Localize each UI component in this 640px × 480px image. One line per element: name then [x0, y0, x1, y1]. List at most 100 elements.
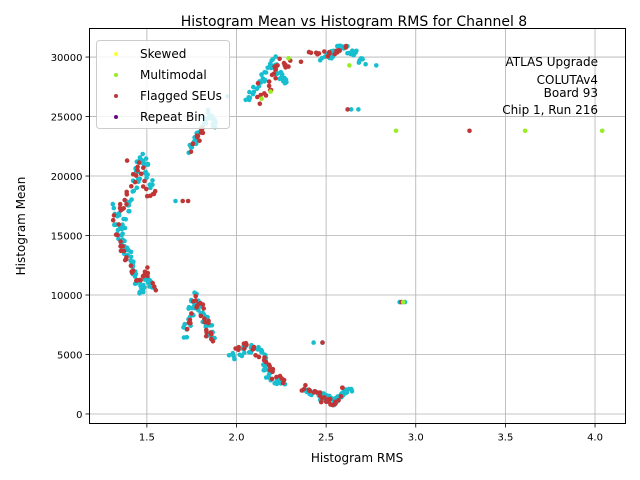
data-point [351, 51, 357, 57]
legend-label-flagged-seus: Flagged SEUs [140, 89, 222, 103]
flagged-seu-point [280, 380, 286, 386]
flagged-seu-point [120, 244, 125, 249]
data-point [374, 63, 379, 68]
flagged-seu-point [270, 369, 275, 375]
flagged-seu-point [124, 202, 129, 207]
flagged-seu-point [273, 75, 278, 81]
data-point [173, 198, 178, 204]
grid-lines [89, 28, 626, 424]
flagged-seu-point [336, 397, 341, 403]
data-point [226, 353, 232, 358]
flagged-seu-point [271, 71, 277, 76]
data-point [344, 390, 350, 395]
flagged-seu-point [141, 165, 146, 170]
data-point [116, 212, 122, 218]
data-point [348, 386, 354, 392]
legend: Skewed Multimodal Flagged SEUs Repeat Bi… [96, 40, 230, 129]
data-point [356, 107, 361, 112]
data-point [184, 334, 190, 340]
flagged-seu-point [209, 336, 214, 342]
data-point [242, 350, 247, 356]
data-point [354, 48, 359, 54]
data-point [111, 205, 117, 211]
data-point [142, 285, 147, 290]
data-point [112, 222, 118, 227]
data-point [127, 208, 132, 214]
flagged-seu-point [256, 354, 262, 360]
flagged-seu-point [320, 340, 325, 345]
flagged-seu-point [274, 374, 279, 380]
flagged-seu-point [338, 394, 344, 399]
flagged-seu-point [195, 133, 201, 139]
flagged-seu-point [286, 64, 291, 69]
flagged-seu-point [467, 128, 472, 134]
data-point [110, 201, 116, 207]
flagged-seu-point [266, 83, 272, 89]
data-point [266, 371, 272, 377]
data-point [182, 321, 187, 327]
data-point [232, 356, 237, 362]
x-tick-label: 4.0 [587, 433, 603, 444]
y-tick-label: 30000 [51, 53, 83, 64]
data-point [259, 349, 264, 355]
flagged-seu-point [250, 347, 255, 352]
data-point [140, 151, 145, 157]
flagged-seu-point [137, 277, 142, 283]
data-point [360, 57, 365, 62]
data-point [260, 76, 266, 81]
flagged-seu-point [254, 94, 260, 100]
flagged-seu-point [145, 273, 150, 279]
flagged-seu-point [135, 168, 140, 173]
flagged-seu-point [298, 59, 304, 65]
flagged-seu-point [267, 363, 273, 369]
data-point [268, 61, 273, 66]
data-point [209, 323, 215, 328]
data-point [144, 175, 149, 180]
x-axis-label: Histogram RMS [311, 451, 403, 465]
data-point [311, 340, 316, 345]
flagged-seu-point [303, 383, 308, 388]
x-tick-label: 3.0 [408, 433, 424, 444]
flagged-seu-point [244, 342, 249, 348]
flagged-seu-point [115, 232, 120, 238]
flagged-seu-point [132, 179, 138, 185]
legend-marker-multimodal [114, 73, 118, 77]
flagged-seu-point [318, 399, 324, 405]
legend-marker-flagged-seus [114, 94, 118, 98]
flagged-seu-point [138, 171, 144, 177]
data-point [243, 97, 248, 103]
legend-label-repeat-bin: Repeat Bin [140, 110, 205, 124]
data-point [282, 80, 288, 86]
data-point [150, 178, 155, 183]
y-tick-label: 20000 [51, 172, 83, 183]
flagged-seu-point [255, 80, 261, 86]
flagged-seu-point [151, 191, 157, 197]
data-point [247, 89, 252, 95]
flagged-seu-point [197, 138, 202, 144]
flagged-seu-point [202, 319, 208, 325]
flagged-seu-point [185, 198, 191, 204]
flagged-seu-point [236, 344, 241, 350]
flagged-seu-point [316, 51, 322, 56]
flagged-seu-point [308, 50, 314, 56]
data-point [121, 216, 126, 222]
axis-ticks: 1.5 2.0 2.5 3.0 3.5 4.0 0 5000 10000 15000 20000 25… [51, 53, 603, 443]
data-point [363, 61, 368, 67]
flagged-seu-point [242, 346, 247, 351]
data-point [263, 70, 269, 75]
annotation-line-3: Board 93 [544, 86, 598, 100]
data-point [120, 222, 125, 227]
flagged-seu-point [110, 217, 116, 223]
y-tick-label: 5000 [57, 350, 82, 361]
flagged-seu-point [326, 49, 332, 55]
flagged-seu-point [142, 178, 147, 184]
data-point [145, 162, 151, 167]
data-point [247, 97, 252, 103]
flagged-seu-point [117, 201, 123, 207]
flagged-seu-point [187, 317, 193, 323]
annotation-line-1: ATLAS Upgrade [505, 55, 598, 69]
flagged-seu-point [122, 197, 127, 203]
flagged-seu-point [140, 274, 146, 279]
legend-label-skewed: Skewed [140, 47, 186, 61]
